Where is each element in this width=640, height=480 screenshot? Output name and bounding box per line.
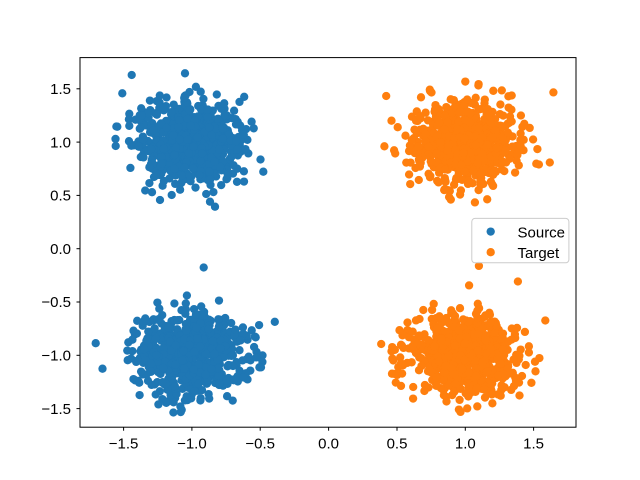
svg-text:1.0: 1.0	[50, 134, 71, 151]
svg-text:1.5: 1.5	[523, 435, 544, 452]
svg-text:Source: Source	[518, 224, 566, 241]
svg-text:−1.0: −1.0	[177, 435, 207, 452]
svg-text:Target: Target	[518, 245, 561, 262]
svg-text:0.5: 0.5	[50, 188, 71, 205]
svg-text:0.0: 0.0	[318, 435, 339, 452]
svg-text:0.5: 0.5	[387, 435, 408, 452]
svg-text:−1.5: −1.5	[41, 401, 71, 418]
svg-text:−0.5: −0.5	[245, 435, 275, 452]
svg-text:−0.5: −0.5	[41, 294, 71, 311]
svg-text:1.0: 1.0	[455, 435, 476, 452]
svg-text:0.0: 0.0	[50, 241, 71, 258]
svg-text:−1.5: −1.5	[109, 435, 139, 452]
svg-text:−1.0: −1.0	[41, 348, 71, 365]
svg-text:1.5: 1.5	[50, 81, 71, 98]
